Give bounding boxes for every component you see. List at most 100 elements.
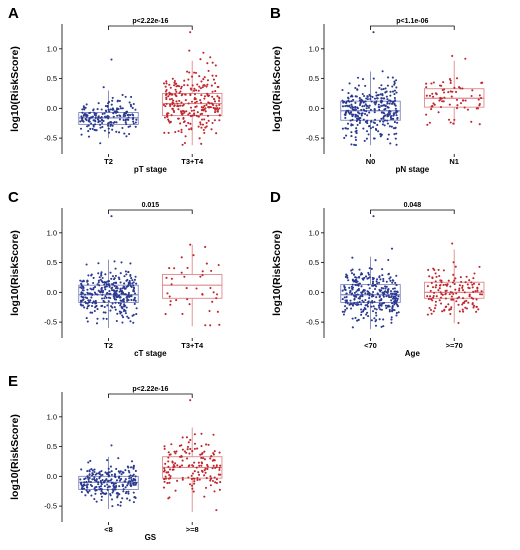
data-point <box>121 93 124 97</box>
data-point <box>393 97 396 100</box>
data-point <box>195 100 198 103</box>
data-point <box>378 302 381 305</box>
data-point <box>435 295 438 298</box>
data-point <box>476 289 479 292</box>
data-point <box>361 78 365 81</box>
data-point <box>209 457 212 460</box>
data-point <box>175 450 178 453</box>
data-point <box>192 490 195 493</box>
data-point <box>190 474 193 477</box>
data-point <box>395 114 398 117</box>
data-point <box>454 265 457 268</box>
data-point <box>212 291 215 294</box>
data-point <box>199 99 202 102</box>
data-point <box>116 496 119 499</box>
data-point <box>375 280 378 283</box>
data-point <box>472 306 475 309</box>
data-point <box>172 99 175 102</box>
data-point <box>364 304 367 307</box>
data-point <box>364 292 367 295</box>
data-point <box>433 103 436 106</box>
data-point <box>97 279 101 282</box>
data-point <box>345 101 348 104</box>
data-point <box>103 112 106 115</box>
data-point <box>91 469 94 472</box>
data-point <box>364 298 367 302</box>
data-point <box>134 483 137 486</box>
data-point <box>383 119 387 122</box>
data-point <box>167 456 170 459</box>
data-point <box>344 288 347 292</box>
data-point <box>371 284 374 287</box>
data-point <box>83 112 86 115</box>
data-point <box>100 481 103 484</box>
data-point <box>365 97 368 100</box>
data-point <box>82 296 85 299</box>
data-point <box>206 83 209 86</box>
data-point <box>97 102 100 105</box>
data-point <box>477 283 481 286</box>
data-point <box>216 110 219 113</box>
x-tick-label: <8 <box>104 525 113 534</box>
y-tick-label: -0.5 <box>44 318 57 327</box>
data-point <box>350 94 353 97</box>
data-point <box>211 467 214 470</box>
data-point <box>193 87 196 90</box>
data-point <box>95 500 98 503</box>
data-point <box>122 113 126 116</box>
y-tick-label: 1.0 <box>47 412 57 421</box>
data-point <box>201 86 204 89</box>
data-point <box>343 136 346 139</box>
data-point <box>165 98 168 101</box>
data-point <box>366 290 369 293</box>
data-point <box>386 138 389 141</box>
data-point <box>82 105 85 108</box>
data-point <box>109 108 112 111</box>
data-point <box>366 95 369 98</box>
data-point <box>471 286 474 289</box>
data-point <box>355 95 358 98</box>
data-point <box>371 276 374 279</box>
data-point <box>380 308 384 311</box>
data-point <box>391 101 395 104</box>
data-point <box>118 118 121 121</box>
data-point <box>362 301 365 304</box>
data-point <box>188 71 191 74</box>
data-point <box>451 54 454 58</box>
data-point <box>93 113 96 116</box>
data-point <box>439 284 442 287</box>
data-point <box>454 277 457 280</box>
x-axis-label: GS <box>145 533 157 542</box>
data-point <box>170 443 173 446</box>
data-point <box>193 93 197 96</box>
data-point <box>178 99 181 102</box>
data-point <box>426 313 429 316</box>
data-point <box>82 120 85 123</box>
data-point <box>116 287 119 290</box>
data-point <box>118 294 121 297</box>
data-point <box>179 122 182 125</box>
data-point <box>479 293 482 296</box>
data-point <box>86 283 89 286</box>
data-point <box>82 114 85 117</box>
y-tick-label: 0.0 <box>47 288 57 297</box>
data-point <box>171 93 174 96</box>
data-point <box>117 302 120 305</box>
data-point <box>429 308 432 312</box>
data-point <box>164 462 167 465</box>
data-point <box>344 299 347 302</box>
data-point <box>371 293 374 297</box>
data-point <box>354 280 357 283</box>
data-point <box>440 281 443 284</box>
data-point <box>79 279 82 282</box>
data-point <box>357 318 360 322</box>
data-point <box>164 105 167 108</box>
data-point <box>115 110 118 113</box>
data-point <box>109 309 112 312</box>
data-point <box>391 304 394 308</box>
data-point <box>214 111 217 114</box>
data-point <box>347 99 350 102</box>
data-point <box>217 473 220 476</box>
data-point <box>386 84 390 87</box>
data-point <box>385 280 388 283</box>
